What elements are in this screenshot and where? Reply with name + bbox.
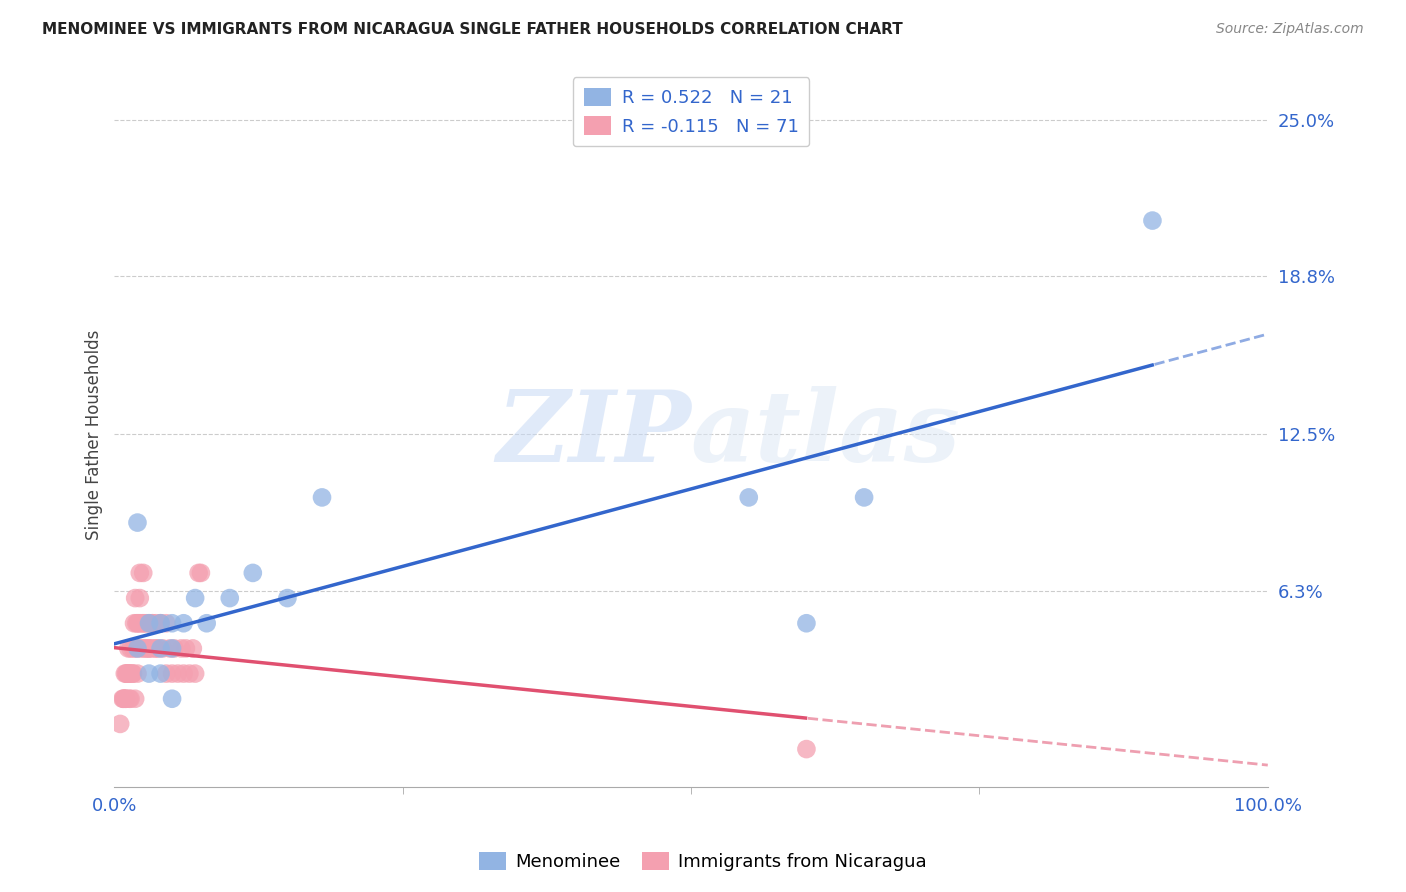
Point [141,641,163,656]
Point [163,641,186,656]
Point [1142,213,1164,227]
Point [184,591,207,605]
Point [121,641,143,656]
Point [120,641,142,656]
Point [128,616,150,631]
Point [115,666,138,681]
Point [174,641,197,656]
Point [112,691,135,706]
Point [115,691,138,706]
Point [160,641,183,656]
Point [796,616,818,631]
Point [115,691,138,706]
Point [138,641,160,656]
Text: Source: ZipAtlas.com: Source: ZipAtlas.com [1216,22,1364,37]
Point [132,566,155,580]
Point [114,666,136,681]
Point [127,666,149,681]
Point [179,666,201,681]
Point [276,591,298,605]
Point [187,566,209,580]
Point [118,666,141,681]
Point [121,666,143,681]
Point [218,591,240,605]
Point [135,641,157,656]
Point [121,666,143,681]
Point [117,641,139,656]
Point [173,666,195,681]
Point [738,491,761,505]
Point [124,641,146,656]
Point [160,666,183,681]
Point [149,616,172,631]
Point [145,641,167,656]
Point [134,616,156,631]
Legend: R = 0.522   N = 21, R = -0.115   N = 71: R = 0.522 N = 21, R = -0.115 N = 71 [572,77,810,146]
Point [242,566,264,580]
Point [127,641,149,656]
Point [115,666,138,681]
Point [159,641,181,656]
Point [117,666,139,681]
Point [173,616,195,631]
Point [149,641,172,656]
Point [170,641,193,656]
Point [796,742,818,756]
Point [117,666,139,681]
Point [311,491,333,505]
Text: atlas: atlas [692,386,962,483]
Point [149,616,172,631]
Text: MENOMINEE VS IMMIGRANTS FROM NICARAGUA SINGLE FATHER HOUSEHOLDS CORRELATION CHAR: MENOMINEE VS IMMIGRANTS FROM NICARAGUA S… [42,22,903,37]
Point [120,691,142,706]
Point [138,616,160,631]
Point [190,566,212,580]
Point [149,616,172,631]
Point [141,616,163,631]
Point [114,691,136,706]
Point [195,616,218,631]
Point [138,616,160,631]
Point [112,691,135,706]
Text: ZIP: ZIP [496,386,692,483]
Point [145,616,167,631]
Point [135,641,157,656]
Point [160,616,183,631]
Point [128,566,150,580]
Point [128,616,150,631]
Point [128,591,150,605]
Point [135,616,157,631]
Point [138,641,160,656]
Point [125,616,148,631]
Point [141,616,163,631]
Point [132,616,155,631]
Point [181,641,204,656]
Point [152,641,174,656]
Point [108,717,131,731]
Point [122,616,145,631]
Point [131,616,153,631]
Point [149,666,172,681]
Point [148,641,170,656]
Point [184,666,207,681]
Point [111,691,134,706]
Point [124,591,146,605]
Point [160,691,183,706]
Point [853,491,876,505]
Point [127,516,149,530]
Point [155,616,177,631]
Point [115,666,138,681]
Point [121,666,143,681]
Point [129,641,152,656]
Point [143,641,166,656]
Point [127,616,149,631]
Point [166,666,188,681]
Point [155,666,177,681]
Y-axis label: Single Father Households: Single Father Households [86,329,103,540]
Point [138,666,160,681]
Point [132,641,155,656]
Point [127,641,149,656]
Point [118,691,141,706]
Point [124,691,146,706]
Legend: Menominee, Immigrants from Nicaragua: Menominee, Immigrants from Nicaragua [472,845,934,879]
